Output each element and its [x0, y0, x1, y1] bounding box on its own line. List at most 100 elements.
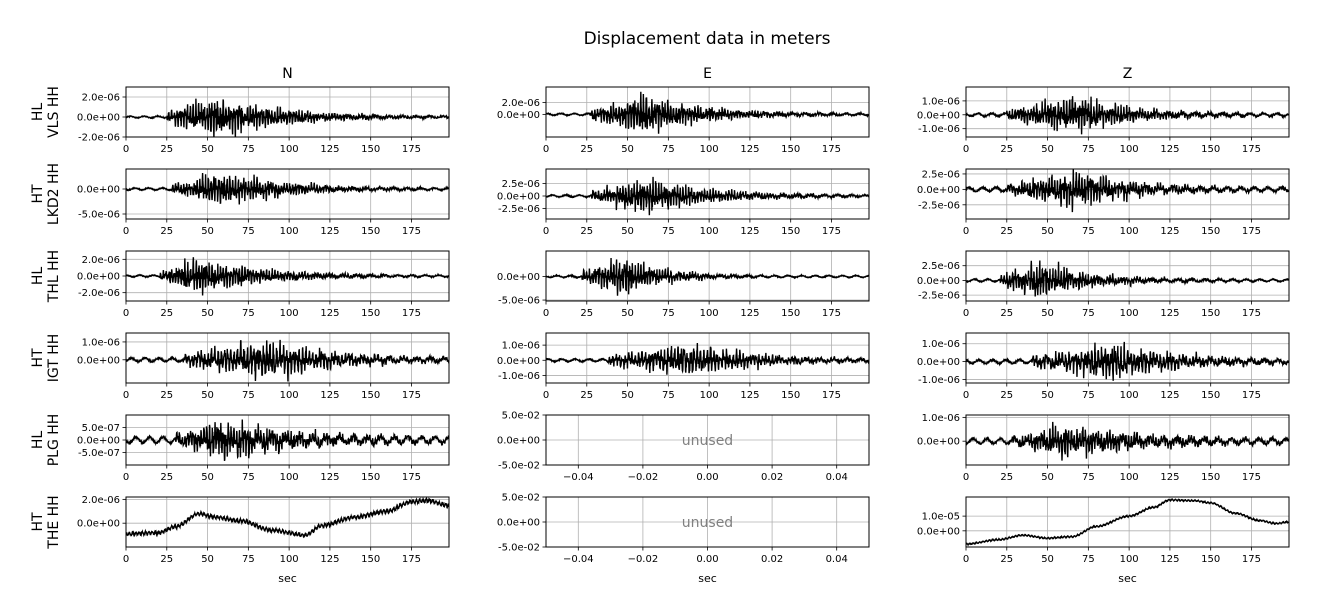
x-tick-label: 25	[160, 226, 173, 237]
x-tick-label: 150	[361, 144, 380, 155]
seismic-trace	[966, 260, 1289, 297]
y-tick-label: 2.0e-06	[502, 98, 540, 109]
row-label-network: HT	[30, 348, 46, 368]
x-tick-label: 150	[1201, 554, 1220, 565]
x-tick-label: 100	[700, 144, 719, 155]
x-tick-label: 75	[242, 390, 255, 401]
y-tick-label: 0.0e+00	[77, 436, 120, 447]
y-tick-label: 0.0e+00	[917, 357, 960, 368]
panel-r4-c1: unused −0.04 −0.02 0.00 0.02 0.04 5.0e-02 0.0e+…	[497, 411, 870, 483]
x-axis-label: sec	[278, 572, 297, 585]
x-tick-label: 0	[543, 226, 549, 237]
x-tick-label: 50	[1041, 554, 1054, 565]
x-tick-label: 75	[1082, 308, 1095, 319]
x-tick-label: 100	[280, 308, 299, 319]
x-tick-label: 125	[320, 554, 339, 565]
x-tick-label: 25	[160, 472, 173, 483]
axes-frame	[545, 250, 870, 302]
x-tick-label: 50	[201, 308, 214, 319]
axes-frame	[965, 332, 1290, 384]
seismic-trace	[966, 169, 1289, 213]
x-tick-label: 125	[1160, 390, 1179, 401]
x-tick-label: 150	[781, 226, 800, 237]
axes-frame	[545, 86, 870, 138]
row-label-network: HL	[30, 267, 46, 286]
x-tick-label: 0.02	[761, 554, 783, 565]
x-tick-label: 0	[123, 390, 129, 401]
x-tick-label: 150	[781, 308, 800, 319]
row-label-station: LKD2 HH	[46, 163, 62, 225]
y-tick-label: 0.0e+00	[917, 526, 960, 537]
axes-frame	[125, 86, 450, 138]
x-tick-label: 50	[621, 308, 634, 319]
y-tick-label: -5.0e-02	[498, 461, 540, 472]
x-tick-label: 50	[201, 472, 214, 483]
x-tick-label: 0	[963, 390, 969, 401]
row-label-1: HT LKD2 HH	[30, 163, 62, 225]
x-tick-label: 100	[280, 226, 299, 237]
y-tick-label: 0.0e+00	[77, 355, 120, 366]
panel-r5-c2: 0 25 50 75 100 125 150 175 1.0e-05 0.0e+00 sec	[917, 496, 1290, 585]
x-tick-label: 75	[242, 472, 255, 483]
x-tick-label: 125	[740, 144, 759, 155]
x-tick-label: 0	[123, 144, 129, 155]
x-tick-label: 175	[402, 226, 421, 237]
x-tick-label: 25	[580, 144, 593, 155]
panel-r3-c2: 0 25 50 75 100 125 150 175 1.0e-06 0.0e+00 -1.0e-0…	[917, 332, 1290, 401]
row-label-network: HL	[30, 431, 46, 450]
x-tick-label: 175	[1242, 144, 1261, 155]
x-tick-label: 125	[320, 144, 339, 155]
x-tick-label: 50	[201, 390, 214, 401]
y-tick-label: 0.0e+00	[497, 436, 540, 447]
panel-r2-c1: 0 25 50 75 100 125 150 175 0.0e+00 -5.0e-06	[497, 250, 870, 319]
x-tick-label: 125	[320, 308, 339, 319]
x-tick-label: 125	[1160, 144, 1179, 155]
panel-r1-c0: 0 25 50 75 100 125 150 175 0.0e+00 -5.0e-06	[77, 168, 450, 237]
unused-label: unused	[682, 433, 733, 449]
y-tick-label: -1.0e-06	[918, 375, 960, 386]
x-axis-label: sec	[698, 572, 717, 585]
x-tick-label: 50	[621, 390, 634, 401]
x-tick-label: 75	[1082, 554, 1095, 565]
y-tick-label: 5.0e-02	[502, 411, 540, 422]
panel-r5-c1: unused −0.04 −0.02 0.00 0.02 0.04 5.0e-02 0.0e+…	[497, 493, 870, 585]
panel-r2-c0: 0 25 50 75 100 125 150 175 2.0e-06 0.0e+00 -2.0e-0…	[77, 250, 450, 319]
x-tick-label: 175	[402, 554, 421, 565]
x-tick-label: 0.02	[761, 472, 783, 483]
y-tick-label: 0.0e+00	[917, 276, 960, 287]
x-tick-label: 0	[963, 144, 969, 155]
x-tick-label: 75	[242, 226, 255, 237]
column-title-z: Z	[1123, 66, 1133, 82]
x-tick-label: 150	[361, 308, 380, 319]
x-tick-label: 100	[280, 554, 299, 565]
x-tick-label: 50	[201, 226, 214, 237]
x-tick-label: 125	[740, 390, 759, 401]
y-tick-label: 2.5e-06	[922, 169, 960, 180]
row-label-2: HL THL HH	[30, 250, 62, 303]
x-tick-label: 50	[1041, 144, 1054, 155]
x-tick-label: 25	[580, 226, 593, 237]
x-tick-label: 75	[242, 554, 255, 565]
y-tick-label: -1.0e-06	[918, 124, 960, 135]
x-tick-label: 75	[242, 308, 255, 319]
y-tick-label: 1.0e-06	[82, 337, 120, 348]
y-tick-label: -1.0e-06	[498, 371, 540, 382]
axes-frame	[125, 168, 450, 220]
x-tick-label: 25	[1000, 308, 1013, 319]
axes-frame	[545, 168, 870, 220]
x-tick-label: 100	[280, 472, 299, 483]
x-tick-label: 125	[1160, 554, 1179, 565]
x-tick-label: 150	[1201, 308, 1220, 319]
x-tick-label: 150	[1201, 472, 1220, 483]
x-tick-label: 125	[1160, 308, 1179, 319]
x-tick-label: 125	[320, 226, 339, 237]
x-tick-label: 175	[402, 472, 421, 483]
panel-r3-c0: 0 25 50 75 100 125 150 175 1.0e-06 0.0e+00	[77, 332, 450, 401]
y-tick-label: -5.0e-06	[78, 210, 120, 221]
x-tick-label: 50	[1041, 390, 1054, 401]
x-tick-label: 150	[361, 554, 380, 565]
axes-frame	[125, 496, 450, 548]
axes-frame	[125, 332, 450, 384]
x-tick-label: 0	[963, 308, 969, 319]
row-label-network: HT	[30, 512, 46, 532]
